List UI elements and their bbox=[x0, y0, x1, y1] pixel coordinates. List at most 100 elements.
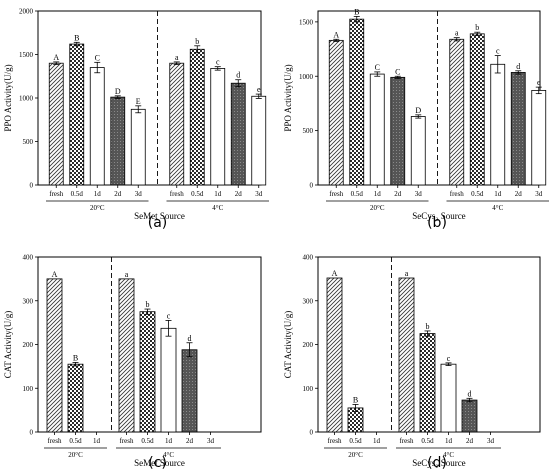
significance-label: c bbox=[496, 47, 500, 56]
significance-label: a bbox=[175, 53, 179, 62]
bar bbox=[210, 68, 226, 186]
x-tick-label: fresh bbox=[170, 190, 184, 198]
x-tick-label: 3d bbox=[255, 190, 263, 198]
significance-label: a bbox=[405, 269, 409, 278]
significance-label: e bbox=[257, 85, 261, 94]
panel-label: (d) bbox=[427, 455, 447, 471]
y-tick-label: 500 bbox=[23, 138, 34, 146]
bar bbox=[160, 327, 177, 433]
significance-label: d bbox=[516, 62, 520, 71]
x-tick-label: 2d bbox=[466, 437, 474, 445]
x-tick-label: 0.5d bbox=[349, 437, 362, 445]
y-axis-label: PPO Activity(U/g) bbox=[283, 64, 293, 131]
y-axis-label: CAT Activity(U/g) bbox=[283, 311, 293, 379]
x-tick-label: 1d bbox=[494, 190, 502, 198]
bar bbox=[419, 333, 436, 433]
bar bbox=[469, 33, 485, 186]
significance-label: B bbox=[353, 395, 358, 404]
x-tick-label: 1d bbox=[214, 190, 222, 198]
bar bbox=[440, 363, 457, 433]
bar bbox=[69, 43, 85, 186]
x-tick-label: 3d bbox=[487, 437, 495, 445]
x-tick-label: fresh bbox=[450, 190, 464, 198]
x-axis-label: SeCys₂ Source bbox=[412, 458, 465, 468]
x-tick-label: 0.5d bbox=[471, 190, 484, 198]
significance-label: C bbox=[95, 53, 100, 62]
y-tick-label: 400 bbox=[303, 254, 314, 262]
y-tick-label: 0 bbox=[310, 429, 314, 437]
group-label: 4°C bbox=[163, 451, 174, 459]
significance-label: B bbox=[354, 7, 359, 16]
x-tick-label: 3d bbox=[415, 190, 423, 198]
group-label: 20°C bbox=[90, 204, 105, 212]
x-axis-label: SeMet Source bbox=[134, 211, 185, 221]
x-tick-label: 1d bbox=[374, 190, 382, 198]
significance-label: d bbox=[188, 334, 192, 343]
significance-label: b bbox=[146, 300, 150, 309]
bar bbox=[118, 278, 135, 433]
x-tick-label: 1d bbox=[93, 437, 101, 445]
x-tick-label: 2d bbox=[394, 190, 402, 198]
bar bbox=[46, 278, 63, 433]
group-label: 4°C bbox=[443, 451, 454, 459]
significance-label: B bbox=[74, 33, 79, 42]
x-tick-label: 1d bbox=[373, 437, 381, 445]
x-tick-label: fresh bbox=[329, 190, 343, 198]
significance-label: c bbox=[167, 311, 171, 320]
y-tick-label: 300 bbox=[303, 297, 314, 305]
significance-label: b bbox=[426, 322, 430, 331]
bar bbox=[326, 277, 343, 433]
y-tick-label: 200 bbox=[23, 341, 34, 349]
x-tick-label: 3d bbox=[535, 190, 543, 198]
significance-label: c bbox=[216, 58, 220, 67]
group-label: 20°C bbox=[370, 204, 385, 212]
bar bbox=[89, 67, 105, 186]
group-label: 4°C bbox=[492, 204, 503, 212]
x-tick-label: 0.5d bbox=[71, 190, 84, 198]
bar bbox=[189, 48, 205, 186]
bar bbox=[130, 108, 146, 186]
y-tick-label: 1500 bbox=[19, 51, 34, 59]
y-tick-label: 500 bbox=[303, 127, 314, 135]
significance-label: d bbox=[468, 389, 472, 398]
x-tick-label: 0.5d bbox=[69, 437, 82, 445]
y-tick-label: 1500 bbox=[299, 18, 314, 26]
y-tick-label: 0 bbox=[30, 429, 34, 437]
significance-label: d bbox=[236, 71, 240, 80]
y-tick-label: 2000 bbox=[19, 8, 34, 16]
y-tick-label: 400 bbox=[23, 254, 34, 262]
bar bbox=[251, 95, 267, 186]
x-tick-label: 0.5d bbox=[351, 190, 364, 198]
y-tick-label: 0 bbox=[30, 182, 34, 190]
bar bbox=[181, 349, 198, 433]
x-tick-label: 1d bbox=[445, 437, 453, 445]
bar bbox=[531, 89, 547, 186]
x-tick-label: 1d bbox=[94, 190, 102, 198]
panel-label: (b) bbox=[427, 215, 447, 231]
group-label: 4°C bbox=[212, 204, 223, 212]
y-tick-label: 100 bbox=[303, 385, 314, 393]
x-tick-label: 2d bbox=[114, 190, 122, 198]
bar bbox=[67, 363, 84, 433]
bar bbox=[169, 62, 185, 186]
bar bbox=[390, 76, 406, 186]
bar bbox=[490, 63, 506, 186]
significance-label: b bbox=[475, 23, 479, 32]
bar bbox=[461, 399, 478, 433]
panel-label: (c) bbox=[148, 455, 167, 471]
x-tick-label: fresh bbox=[48, 437, 62, 445]
panel-label: (a) bbox=[148, 215, 168, 231]
bar bbox=[349, 18, 365, 186]
bar bbox=[48, 62, 64, 186]
significance-label: A bbox=[333, 30, 339, 39]
significance-label: A bbox=[52, 270, 58, 279]
significance-label: D bbox=[115, 87, 121, 96]
x-axis-label: SeMet Source bbox=[134, 458, 185, 468]
x-tick-label: 3d bbox=[207, 437, 215, 445]
significance-label: E bbox=[136, 97, 141, 106]
significance-label: a bbox=[125, 270, 129, 279]
